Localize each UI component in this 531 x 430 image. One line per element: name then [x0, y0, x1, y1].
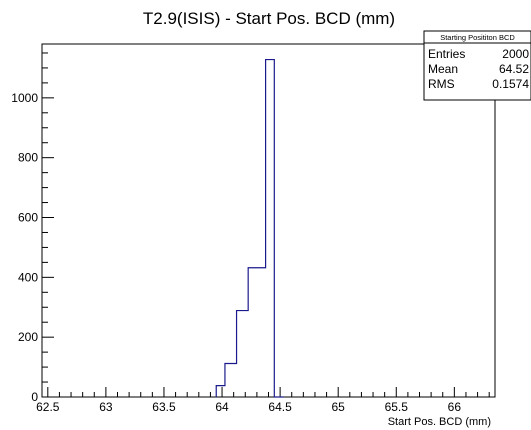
- stats-label: Mean: [428, 62, 458, 76]
- x-tick-label: 65: [332, 400, 346, 414]
- stats-value: 2000: [502, 47, 529, 61]
- y-tick-label: 1000: [11, 91, 38, 105]
- stats-value: 64.52: [499, 62, 529, 76]
- x-tick-label: 63: [99, 400, 113, 414]
- x-tick-label: 65.5: [385, 400, 409, 414]
- histogram-bin: [225, 363, 237, 397]
- stats-title: Starting Posititon BCD: [440, 33, 515, 42]
- histogram-bin: [216, 386, 225, 397]
- histogram-bin: [237, 311, 249, 397]
- x-tick-label: 63.5: [152, 400, 176, 414]
- histogram-bin: [266, 60, 275, 397]
- x-tick-label: 64: [215, 400, 229, 414]
- histogram-bin: [248, 268, 265, 397]
- stats-label: RMS: [428, 77, 455, 91]
- y-tick-label: 0: [31, 390, 38, 404]
- y-tick-label: 600: [18, 211, 38, 225]
- chart-title: T2.9(ISIS) - Start Pos. BCD (mm): [143, 9, 395, 28]
- y-tick-label: 200: [18, 330, 38, 344]
- y-tick-label: 400: [18, 270, 38, 284]
- x-tick-label: 64.5: [268, 400, 292, 414]
- stats-label: Entries: [428, 47, 465, 61]
- x-axis-label: Start Pos. BCD (mm): [388, 416, 491, 428]
- x-tick-label: 62.5: [36, 400, 60, 414]
- x-tick-label: 66: [448, 400, 462, 414]
- stats-value: 0.1574: [492, 77, 529, 91]
- y-tick-label: 800: [18, 151, 38, 165]
- histogram-outline: [215, 58, 284, 398]
